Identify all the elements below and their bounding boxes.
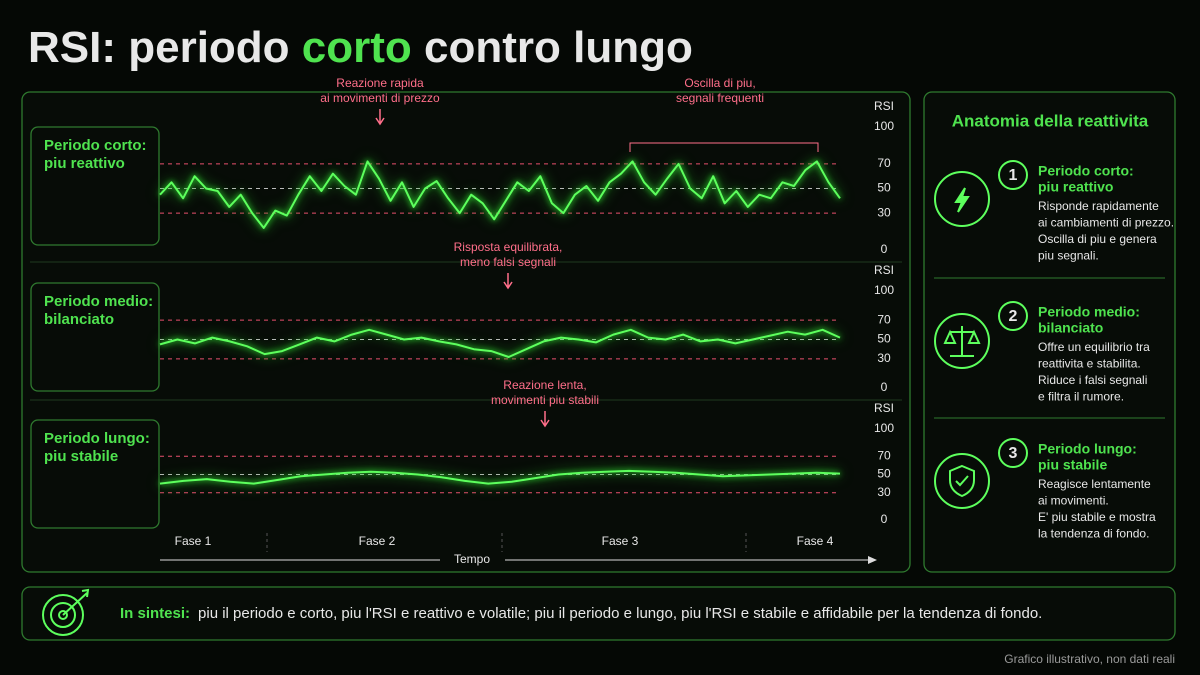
y-tick-label: 100 bbox=[874, 283, 894, 297]
summary-label: In sintesi: bbox=[120, 605, 190, 622]
annotation: movimenti piu stabili bbox=[491, 393, 599, 407]
item-text: ai cambiamenti di prezzo. bbox=[1038, 216, 1174, 230]
period-label: Periodo corto: bbox=[44, 137, 147, 154]
charts-panel bbox=[21, 91, 911, 573]
y-tick-label: 50 bbox=[877, 332, 891, 346]
item-text: reattivita e stabilita. bbox=[1038, 357, 1141, 371]
sidebar-title: Anatomia della reattivita bbox=[952, 111, 1149, 130]
annotation: meno falsi segnali bbox=[460, 255, 556, 269]
time-arrow bbox=[868, 556, 877, 564]
icon-scale bbox=[934, 313, 990, 369]
item-title: Periodo lungo: bbox=[1038, 441, 1137, 457]
phase-label: Fase 2 bbox=[359, 534, 396, 548]
rsi-line bbox=[159, 469, 841, 485]
period-label: Periodo medio: bbox=[44, 293, 153, 310]
summary-text: piu il periodo e corto, piu l'RSI e reat… bbox=[198, 605, 1042, 622]
annotation: Risposta equilibrata, bbox=[454, 240, 563, 254]
y-axis-label: RSI bbox=[874, 401, 894, 415]
annotation: Reazione lenta, bbox=[503, 378, 586, 392]
time-label: Tempo bbox=[454, 552, 490, 566]
y-axis-label: RSI bbox=[874, 263, 894, 277]
item-text: piu segnali. bbox=[1038, 249, 1099, 263]
item-text: ai movimenti. bbox=[1038, 494, 1109, 508]
y-tick-label: 30 bbox=[877, 485, 891, 499]
icon-shield bbox=[934, 453, 990, 509]
icon-target bbox=[42, 588, 90, 636]
rsi-line bbox=[159, 328, 841, 358]
annotation: ai movimenti di prezzo bbox=[320, 91, 440, 105]
period-label: Periodo lungo: bbox=[44, 430, 150, 447]
annotation-arrow bbox=[540, 411, 550, 428]
item-title: Periodo medio: bbox=[1038, 304, 1140, 320]
title-part: contro lungo bbox=[412, 23, 693, 72]
item-title: piu stabile bbox=[1038, 457, 1107, 473]
phase-label: Fase 4 bbox=[797, 534, 834, 548]
icon-bolt bbox=[934, 171, 990, 227]
y-tick-label: 70 bbox=[877, 312, 891, 326]
y-tick-label: 50 bbox=[877, 181, 891, 195]
number-badge bbox=[998, 301, 1028, 331]
annotation-bracket bbox=[629, 142, 819, 152]
item-text: Riduce i falsi segnali bbox=[1038, 373, 1147, 387]
number-badge bbox=[998, 160, 1028, 190]
item-text: Offre un equilibrio tra bbox=[1038, 340, 1150, 354]
rsi-line bbox=[159, 160, 841, 229]
item-text: e filtra il rumore. bbox=[1038, 390, 1124, 404]
y-tick-label: 0 bbox=[881, 512, 888, 526]
footnote: Grafico illustrativo, non dati reali bbox=[1004, 652, 1175, 666]
title-part: RSI: periodo bbox=[28, 23, 302, 72]
y-tick-label: 70 bbox=[877, 156, 891, 170]
period-label: bilanciato bbox=[44, 311, 114, 328]
y-axis-label: RSI bbox=[874, 99, 894, 113]
title: RSI: periodo corto contro lungo bbox=[28, 23, 693, 72]
item-text: Risponde rapidamente bbox=[1038, 199, 1159, 213]
annotation-arrow bbox=[375, 109, 385, 126]
title-highlight: corto bbox=[302, 23, 412, 72]
period-label: piu reattivo bbox=[44, 155, 125, 172]
y-tick-label: 50 bbox=[877, 467, 891, 481]
period-box bbox=[30, 282, 160, 392]
item-number: 1 bbox=[1009, 167, 1018, 184]
y-tick-label: 70 bbox=[877, 448, 891, 462]
annotation: Reazione rapida bbox=[336, 76, 424, 90]
annotation: Oscilla di piu, bbox=[684, 76, 755, 90]
item-number: 3 bbox=[1009, 445, 1018, 462]
item-title: piu reattivo bbox=[1038, 179, 1113, 195]
y-tick-label: 30 bbox=[877, 351, 891, 365]
y-tick-label: 100 bbox=[874, 421, 894, 435]
period-box bbox=[30, 126, 160, 246]
item-text: la tendenza di fondo. bbox=[1038, 527, 1149, 541]
item-title: bilanciato bbox=[1038, 320, 1103, 336]
phase-label: Fase 1 bbox=[175, 534, 212, 548]
item-text: E' piu stabile e mostra bbox=[1038, 510, 1156, 524]
item-text: Oscilla di piu e genera bbox=[1038, 232, 1157, 246]
y-tick-label: 100 bbox=[874, 119, 894, 133]
number-badge bbox=[998, 438, 1028, 468]
summary-panel bbox=[21, 586, 1176, 641]
period-label: piu stabile bbox=[44, 448, 118, 465]
y-tick-label: 0 bbox=[881, 380, 888, 394]
phase-label: Fase 3 bbox=[602, 534, 639, 548]
item-text: Reagisce lentamente bbox=[1038, 477, 1151, 491]
item-title: Periodo corto: bbox=[1038, 163, 1134, 179]
y-tick-label: 30 bbox=[877, 205, 891, 219]
annotation-arrow bbox=[503, 273, 513, 290]
item-number: 2 bbox=[1009, 308, 1018, 325]
y-tick-label: 0 bbox=[881, 242, 888, 256]
annotation: segnali frequenti bbox=[676, 91, 764, 105]
period-box bbox=[30, 419, 160, 529]
